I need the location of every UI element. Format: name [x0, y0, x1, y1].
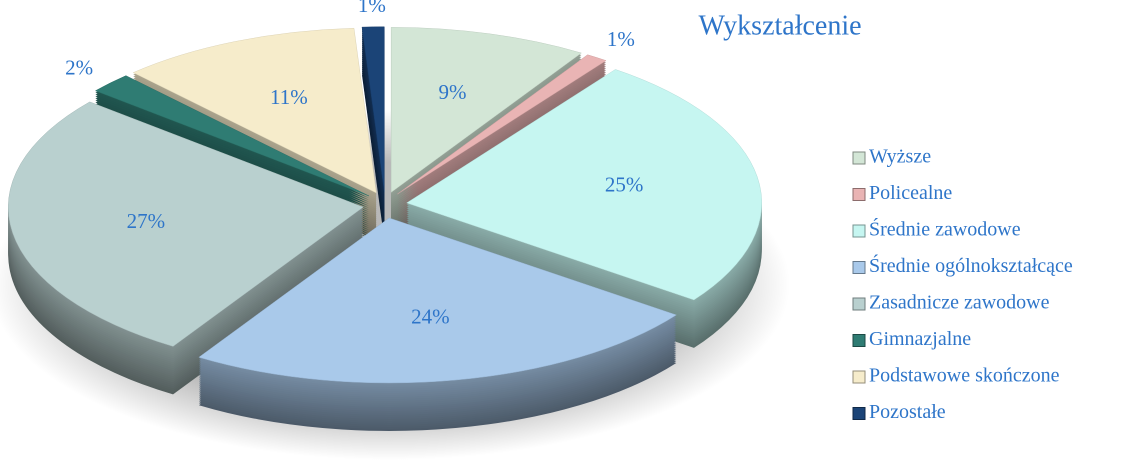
data-label: 1% — [358, 0, 386, 17]
legend-swatch — [852, 261, 866, 274]
legend-label: Podstawowe skończone — [869, 365, 1060, 387]
legend-label: Zasadnicze zawodowe — [869, 292, 1050, 314]
legend: Wyższe Policealne Średnie zawodowe Średnie … — [852, 146, 1073, 423]
legend-label: Pozostałe — [869, 401, 946, 423]
data-label: 11% — [270, 85, 308, 109]
legend-swatch — [852, 370, 866, 384]
legend-label: Policealne — [869, 182, 952, 204]
legend-label: Wyższe — [869, 146, 931, 168]
data-label: 1% — [607, 27, 635, 51]
legend-swatch — [852, 407, 866, 420]
slice — [132, 27, 377, 194]
slice — [94, 75, 370, 197]
data-label: 24% — [411, 304, 450, 328]
legend-label: Średnie zawodowe — [869, 217, 1021, 241]
slice — [406, 69, 762, 301]
legend-swatch — [852, 151, 866, 165]
data-label: 27% — [127, 209, 166, 233]
slice — [390, 27, 582, 193]
pie: 9% 1% 25% 24% 27% 2% 11% 1% — [8, 0, 762, 431]
slice — [397, 54, 607, 195]
data-label: 25% — [605, 173, 644, 197]
legend-swatch — [852, 297, 866, 311]
legend-swatch — [852, 224, 866, 238]
legend-label: Średnie ogólnokształcące — [869, 253, 1073, 277]
slice — [361, 26, 385, 192]
legend-swatch — [852, 334, 866, 347]
data-label: 9% — [439, 80, 467, 104]
slice — [198, 217, 677, 384]
legend-label: Gimnazjalne — [869, 328, 971, 350]
data-label: 2% — [65, 55, 93, 79]
legend-swatch — [852, 188, 866, 201]
chart-title: Wykształcenie — [698, 10, 861, 41]
slice — [8, 101, 364, 347]
